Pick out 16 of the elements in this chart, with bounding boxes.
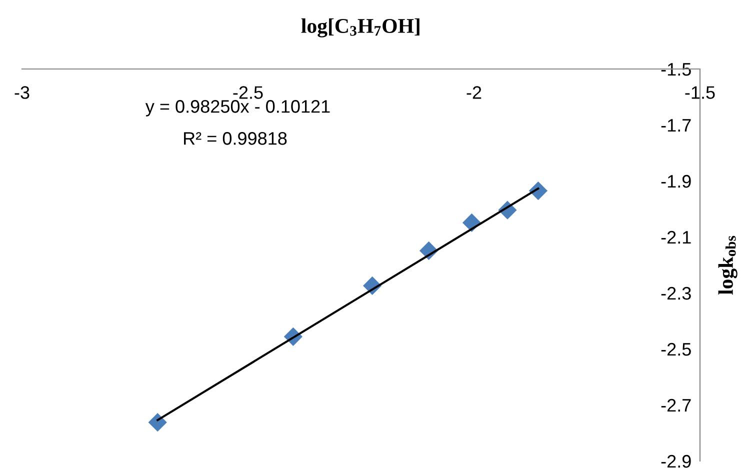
x-axis-title: log[C$_{3}$H$_{7}$OH] xyxy=(301,18,420,38)
y-tick-label: -2.1 xyxy=(661,230,691,244)
point xyxy=(148,413,167,432)
y-tick-label: -2.5 xyxy=(661,342,691,356)
x-tick-label: -2 xyxy=(466,86,482,99)
y-tick-label: -1.7 xyxy=(661,119,691,132)
x-tick-label: -3 xyxy=(14,86,30,99)
x-tick-label: -1.5 xyxy=(685,86,715,99)
y-tick-label: -1.9 xyxy=(661,174,691,188)
y-tick-label: -2.7 xyxy=(661,398,691,412)
y-tick-label: -2.9 xyxy=(661,454,691,468)
annotation: R² = 0.99818 xyxy=(184,132,287,145)
annotation: y = 0.98250x - 0.10121 xyxy=(145,100,330,116)
x-tick-label: -2.5 xyxy=(233,86,263,99)
y-axis-title: logk$_{obs}$ xyxy=(718,236,738,295)
y-tick-label: -2.3 xyxy=(661,286,691,300)
